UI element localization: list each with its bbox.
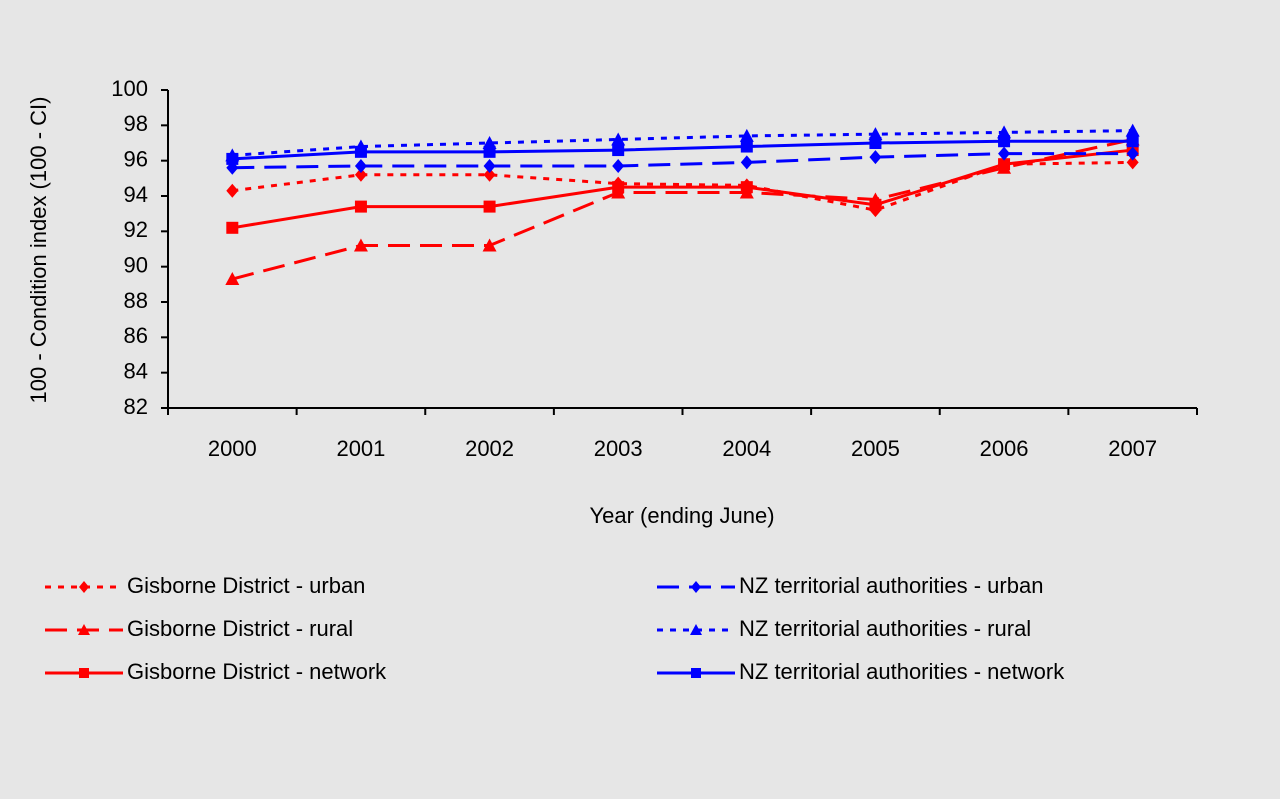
marker <box>226 152 239 165</box>
x-tick-label: 2003 <box>594 436 643 461</box>
x-tick-label: 2002 <box>465 436 514 461</box>
x-axis-label: Year (ending June) <box>589 503 774 528</box>
legend-marker <box>79 668 89 678</box>
x-tick-label: 2004 <box>722 436 771 461</box>
legend-label: Gisborne District - rural <box>127 616 353 641</box>
series-line <box>231 138 1134 281</box>
marker <box>483 158 496 173</box>
marker <box>354 158 367 173</box>
marker <box>483 200 496 213</box>
marker <box>869 137 882 149</box>
x-tick-label: 2000 <box>208 436 257 461</box>
marker <box>740 155 753 170</box>
marker <box>1125 123 1140 137</box>
legend-marker <box>691 581 701 593</box>
marker <box>483 145 496 158</box>
marker <box>739 128 754 142</box>
marker <box>226 221 239 234</box>
marker <box>1126 135 1139 148</box>
y-tick-label: 86 <box>124 323 148 348</box>
y-tick-label: 98 <box>124 111 148 136</box>
marker <box>482 136 497 149</box>
marker <box>354 200 367 213</box>
y-tick-label: 88 <box>124 288 148 313</box>
legend-label: NZ territorial authorities - rural <box>739 616 1031 641</box>
legend-marker <box>691 668 701 678</box>
x-tick-label: 2007 <box>1108 436 1157 461</box>
y-tick-label: 90 <box>124 252 148 277</box>
legend-label: Gisborne District - urban <box>127 573 365 598</box>
legend-label: NZ territorial authorities - urban <box>739 573 1043 598</box>
marker <box>740 181 753 194</box>
marker <box>612 181 625 194</box>
marker <box>868 127 883 141</box>
legend-marker <box>78 624 90 635</box>
y-tick-label: 94 <box>124 182 148 207</box>
series-line <box>232 148 1133 230</box>
y-tick-label: 96 <box>124 146 148 171</box>
series-line <box>232 139 1133 161</box>
x-tick-label: 2001 <box>336 436 385 461</box>
marker <box>997 125 1012 139</box>
y-tick-label: 82 <box>124 394 148 419</box>
x-tick-label: 2006 <box>980 436 1029 461</box>
y-tick-label: 100 <box>111 76 148 101</box>
marker <box>611 132 626 146</box>
legend-label: Gisborne District - network <box>127 659 387 684</box>
marker <box>354 145 367 158</box>
legend-marker <box>79 581 89 593</box>
marker <box>482 238 497 252</box>
legend-marker <box>690 624 702 635</box>
marker <box>998 146 1011 161</box>
series-line <box>232 152 1133 170</box>
marker <box>1126 155 1139 170</box>
marker <box>740 140 753 153</box>
marker <box>353 238 368 252</box>
marker <box>225 272 240 286</box>
marker <box>998 158 1011 171</box>
marker <box>869 198 882 211</box>
y-tick-label: 92 <box>124 217 148 242</box>
y-axis-label: 100 - Condition index (100 - CI) <box>26 97 51 404</box>
y-tick-label: 84 <box>124 358 148 383</box>
marker <box>1126 146 1139 161</box>
marker <box>612 144 625 157</box>
marker <box>612 158 625 173</box>
legend-label: NZ territorial authorities - network <box>739 659 1065 684</box>
marker <box>483 167 496 182</box>
x-tick-label: 2005 <box>851 436 900 461</box>
marker <box>354 167 367 182</box>
marker <box>869 150 882 165</box>
marker <box>998 135 1011 148</box>
marker <box>226 183 239 198</box>
